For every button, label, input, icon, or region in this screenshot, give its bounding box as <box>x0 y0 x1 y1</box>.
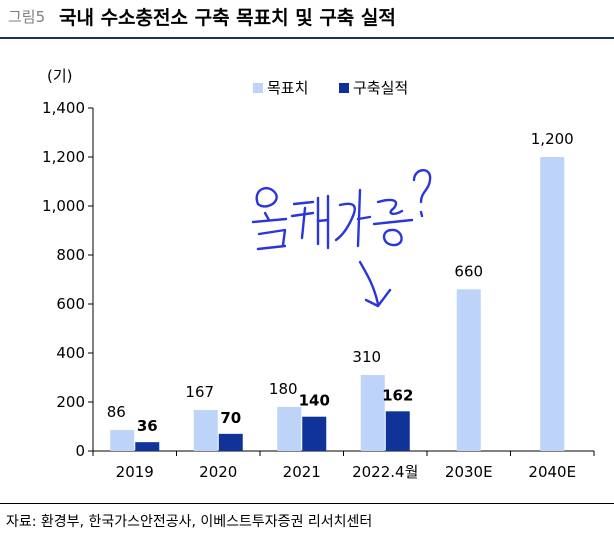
data-label-target: 310 <box>352 348 381 366</box>
x-tick-label: 2021 <box>283 463 321 481</box>
data-label-actual: 70 <box>220 409 241 427</box>
handwritten-annotation <box>251 169 432 308</box>
data-label-target: 167 <box>185 383 214 401</box>
y-tick-label: 600 <box>56 295 85 313</box>
figure-title: 국내 수소충전소 구축 목표치 및 구축 실적 <box>59 7 396 29</box>
bar-actual <box>302 416 327 451</box>
data-label-actual: 36 <box>137 417 158 435</box>
y-tick-label: 200 <box>56 393 85 411</box>
x-tick-label: 2019 <box>116 463 154 481</box>
y-tick-label: 0 <box>75 442 85 460</box>
bar-target <box>277 406 302 451</box>
header-divider <box>0 37 614 39</box>
bar-target <box>456 289 481 451</box>
legend-label-target: 목표치 <box>267 79 308 97</box>
bar-actual <box>218 433 243 451</box>
y-tick-label: 1,200 <box>42 148 85 166</box>
data-label-actual: 162 <box>382 386 413 404</box>
x-tick-label: 2030E <box>445 463 493 481</box>
bars <box>110 157 565 451</box>
legend-swatch-actual <box>339 83 349 93</box>
y-tick-label: 1,400 <box>42 99 85 117</box>
bar-target <box>110 429 135 451</box>
legend-swatch-target <box>253 83 263 93</box>
x-tick-label: 2040E <box>528 463 576 481</box>
source-note: 자료: 환경부, 한국가스안전공사, 이베스트투자증권 리서치센터 <box>6 514 373 530</box>
y-tick-label: 400 <box>56 344 85 362</box>
data-label-target: 86 <box>107 403 126 421</box>
x-tick-label: 2022.4월 <box>352 463 418 481</box>
data-label-target: 1,200 <box>531 130 574 148</box>
y-tick-label: 800 <box>56 246 85 264</box>
data-label-target: 180 <box>269 380 298 398</box>
x-tick-label: 2020 <box>199 463 237 481</box>
bar-actual <box>385 411 410 451</box>
footer-divider <box>0 503 614 504</box>
data-label-target: 660 <box>454 262 483 280</box>
legend: 목표치 구축실적 <box>253 79 408 97</box>
figure-header: 그림5 국내 수소충전소 구축 목표치 및 구축 실적 <box>0 0 614 40</box>
y-axis-unit-label: (기) <box>47 67 73 85</box>
legend-label-actual: 구축실적 <box>353 79 408 97</box>
bar-actual <box>135 442 160 451</box>
bar-chart: (기) 목표치 구축실적 0 200 400 600 800 1,000 1,200 1,40… <box>42 67 595 481</box>
figure-label: 그림5 <box>8 8 46 26</box>
bar-target <box>540 157 565 451</box>
bar-target <box>360 375 385 451</box>
y-tick-label: 1,000 <box>42 197 85 215</box>
data-label-actual: 140 <box>299 392 330 410</box>
bar-target <box>193 410 218 451</box>
x-axis: 2019 2020 2021 2022.4월 2030E 2040E <box>92 450 595 481</box>
y-axis: 0 200 400 600 800 1,000 1,200 1,400 <box>42 99 94 460</box>
